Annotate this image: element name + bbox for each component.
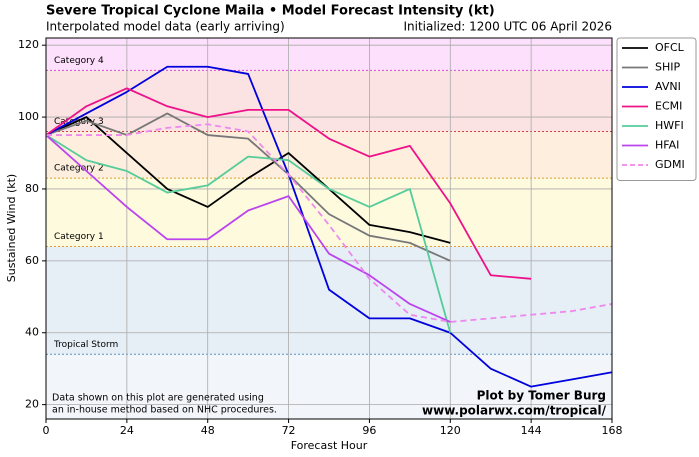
x-axis-label: Forecast Hour [291,439,368,452]
band-label: Tropical Storm [53,340,118,350]
intensity-band [46,38,612,71]
y-tick-label: 100 [18,110,39,123]
x-tick-label: 120 [440,424,461,437]
y-tick-label: 60 [25,254,39,267]
intensity-band [46,246,612,355]
series-line [46,123,613,323]
y-tick-label: 40 [25,326,39,339]
y-axis-label: Sustained Wind (kt) [5,174,18,282]
band-label: Category 3 [54,117,104,127]
legend-label: OFCL [655,41,685,54]
credit: Plot by Tomer Burg [477,389,606,403]
credit: www.polarwx.com/tropical/ [422,404,607,418]
y-tick-label: 20 [25,398,39,411]
series-line [45,87,532,280]
series-line [45,116,451,244]
legend-label: SHIP [655,61,680,74]
x-tick-label: 0 [43,424,50,437]
x-tick-label: 72 [282,424,296,437]
legend-label: HFAI [655,139,679,152]
band-label: Category 2 [54,164,104,174]
legend-label: ECMI [655,100,682,113]
footnote: Data shown on this plot are generated us… [52,393,264,404]
y-tick-label: 80 [25,182,39,195]
x-tick-label: 144 [521,424,542,437]
x-tick-label: 96 [362,424,376,437]
series-line [45,134,452,333]
y-tick-label: 120 [18,38,39,51]
init-time: Initialized: 1200 UTC 06 April 2026 [403,20,612,34]
legend-label: HWFI [655,119,684,132]
legend-label: GDMI [655,158,685,171]
band-label: Category 1 [54,232,104,242]
chart-subtitle: Interpolated model data (early arriving) [46,20,285,34]
intensity-band [46,70,612,132]
legend-label: AVNI [655,80,681,93]
x-tick-label: 24 [120,424,134,437]
series-line [45,112,451,262]
legend: OFCL SHIP AVNI ECMI HWFI HFAI GDMI [616,37,697,181]
series-line [45,134,451,323]
band-label: Category 4 [54,56,104,66]
series-line [45,65,613,388]
x-tick-label: 48 [201,424,215,437]
footnote: an in-house method based on NHC procedur… [52,405,277,416]
plot-frame [45,37,613,420]
x-tick-label: 168 [602,424,623,437]
chart-title: Severe Tropical Cyclone Maila • Model Fo… [46,4,495,19]
